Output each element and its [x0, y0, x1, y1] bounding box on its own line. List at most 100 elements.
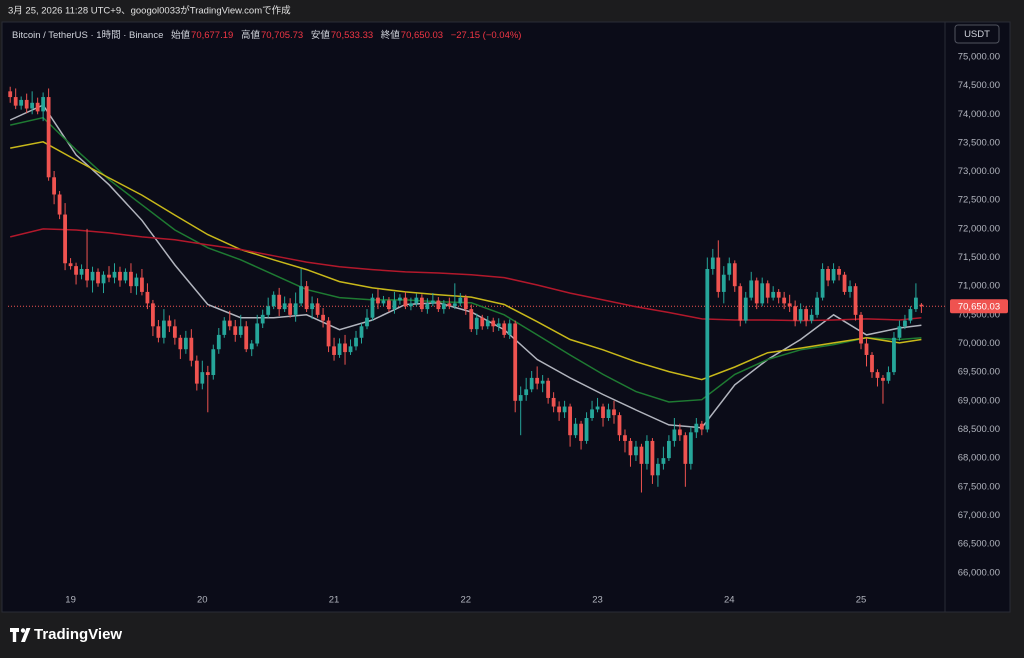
- candle-body: [716, 257, 721, 292]
- candle-body: [409, 303, 413, 307]
- candle-body: [573, 423, 578, 436]
- moving-average: [10, 228, 922, 322]
- currency: USDT: [964, 29, 990, 40]
- candle-body: [161, 320, 166, 338]
- candle-body: [798, 309, 803, 321]
- candle-body: [19, 99, 24, 106]
- candle-body: [233, 326, 238, 335]
- candle-body: [343, 343, 347, 353]
- candle-body: [85, 268, 89, 281]
- candle-body: [354, 337, 358, 347]
- candle-body: [277, 294, 282, 310]
- candle-body: [793, 306, 798, 321]
- candle-body: [359, 326, 364, 338]
- candle-body: [24, 99, 29, 109]
- candle-body: [79, 268, 84, 275]
- y-tick-label: 74,000.00: [958, 109, 1000, 120]
- candle-body: [529, 377, 534, 390]
- candle-body: [557, 406, 562, 413]
- candle-body: [914, 297, 918, 310]
- candle-body: [123, 271, 128, 281]
- candle-body: [326, 320, 331, 347]
- candle-body: [502, 323, 507, 335]
- candle-body: [376, 297, 380, 304]
- low-label: 安値: [310, 30, 330, 41]
- candle-body: [178, 337, 183, 350]
- y-tick-label: 73,500.00: [958, 137, 1000, 148]
- brand: TradingView: [34, 626, 122, 643]
- candle-body: [903, 320, 907, 327]
- candle-body: [584, 418, 589, 441]
- low-value: 70,533.33: [330, 30, 374, 41]
- candle-body: [282, 303, 287, 310]
- candle-body: [886, 372, 891, 381]
- candle-body: [782, 297, 787, 304]
- candle-body: [469, 309, 474, 330]
- last-price-tag: [950, 299, 1008, 314]
- candle-body: [118, 271, 122, 281]
- candle-body: [52, 177, 57, 195]
- candle-body: [315, 303, 320, 315]
- candle-body: [507, 323, 512, 335]
- candle-body: [864, 343, 869, 355]
- candle-body: [200, 372, 205, 384]
- candle-body: [172, 326, 177, 338]
- candle-body: [595, 406, 600, 410]
- x-tick-label: 20: [197, 595, 208, 606]
- candle-body: [227, 320, 232, 327]
- y-tick-label: 67,500.00: [958, 481, 1000, 492]
- candle-body: [216, 334, 221, 350]
- candle-body: [112, 271, 117, 278]
- y-tick-label: 68,000.00: [958, 453, 1000, 464]
- candle-body: [721, 274, 726, 292]
- candle-body: [485, 320, 490, 327]
- y-tick-label: 70,000.00: [958, 338, 1000, 349]
- candle-body: [831, 268, 836, 281]
- candle-body: [842, 274, 847, 292]
- candle-body: [337, 343, 342, 355]
- candle-body: [145, 291, 150, 304]
- candle-body: [710, 257, 715, 269]
- candle-body: [419, 297, 424, 310]
- currency-box[interactable]: [954, 24, 1000, 44]
- candle-body: [30, 102, 35, 109]
- candle-body: [370, 297, 375, 318]
- candle-body: [167, 320, 172, 327]
- candle-body: [749, 280, 754, 298]
- candle-body: [255, 323, 260, 344]
- candle-body: [496, 323, 501, 327]
- candle-body: [699, 423, 704, 430]
- close-label: 終値: [380, 30, 400, 41]
- candle-body: [870, 354, 874, 373]
- candle-body: [908, 309, 913, 321]
- y-tick-label: 74,500.00: [958, 80, 1000, 91]
- candle-body: [809, 314, 814, 321]
- candle-body: [639, 446, 644, 464]
- candle-body: [57, 194, 62, 215]
- candle-body: [211, 349, 216, 376]
- candle-body: [332, 346, 336, 355]
- candle-body: [194, 360, 199, 384]
- candle-body: [677, 429, 682, 436]
- y-tick-label: 69,500.00: [958, 367, 1000, 378]
- candle-body: [535, 377, 540, 384]
- y-tick-label: 72,500.00: [958, 195, 1000, 206]
- high-label: 高値: [240, 30, 260, 41]
- close-value: 70,650.03: [400, 30, 444, 41]
- y-tick-label: 67,000.00: [958, 510, 1000, 521]
- candle-body: [688, 432, 693, 464]
- candle-body: [848, 286, 852, 292]
- candle-body: [540, 380, 545, 384]
- candle-body: [765, 283, 770, 298]
- candle-body: [151, 303, 155, 327]
- candle-body: [68, 263, 73, 267]
- brand-logo: [10, 628, 31, 642]
- candle-body: [266, 306, 271, 315]
- candle-body: [661, 458, 666, 464]
- candle-body: [8, 91, 13, 98]
- candle-body: [365, 317, 369, 327]
- high-value: 70,705.73: [260, 30, 304, 41]
- candle-body: [820, 268, 825, 298]
